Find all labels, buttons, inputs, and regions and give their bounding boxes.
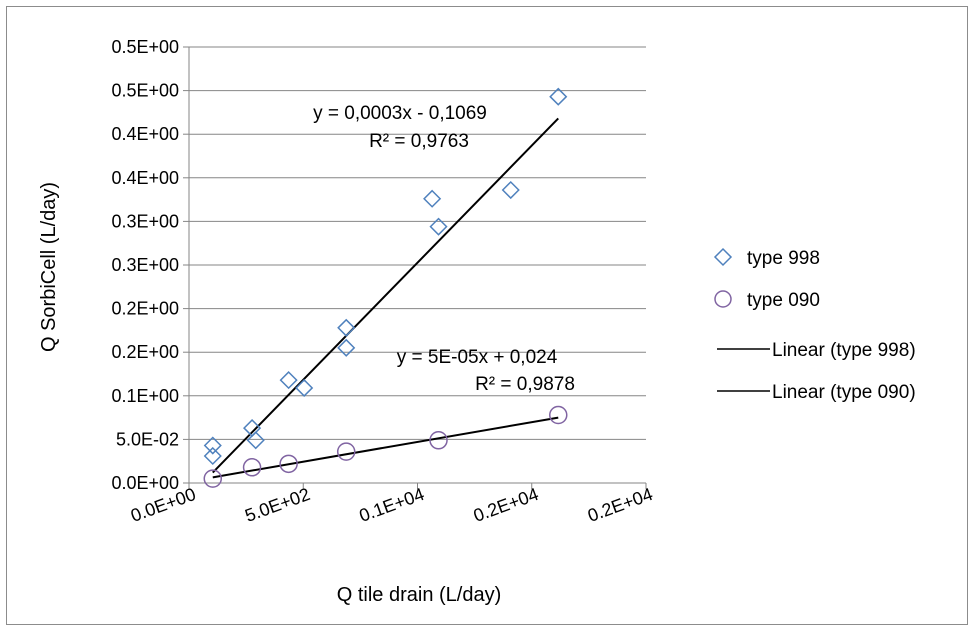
x-axis-title: Q tile drain (L/day): [337, 584, 502, 606]
data-point-type-998: [549, 87, 568, 106]
x-tick-label: 0.2E+04: [585, 484, 655, 526]
legend: type 998 type 090 Linear (type 998) Line…: [713, 247, 916, 403]
x-tick-label: 0.2E+04: [471, 484, 541, 526]
data-point-type-998: [501, 180, 520, 200]
data-point-type-998: [246, 431, 265, 450]
trendline-type-998: [212, 117, 559, 474]
data-point-type-090: [429, 431, 448, 450]
y-tick-label: 5.0E-02: [116, 429, 179, 449]
y-tick-label: 0.0E+00: [111, 473, 179, 493]
data-point-type-998: [337, 318, 356, 337]
y-tick-label: 0.3E+00: [111, 211, 179, 231]
trendline-090-r2: R² = 0,9878: [475, 374, 575, 395]
trendline-998-equation: y = 0,0003x - 0,1069: [313, 103, 487, 124]
y-axis-title: Q SorbiCell (L/day): [38, 182, 60, 352]
legend-label-type-090: type 090: [747, 290, 820, 311]
data-points: [203, 87, 568, 488]
y-tick-label: 0.2E+00: [111, 342, 179, 362]
gridlines: [189, 46, 646, 440]
data-point-type-998: [203, 436, 222, 455]
y-tick-label: 0.3E+00: [111, 255, 179, 275]
y-tick-label: 0.2E+00: [111, 299, 179, 319]
data-point-type-090: [279, 454, 298, 474]
trendline-type-090: [212, 416, 559, 479]
data-point-type-998: [429, 217, 448, 236]
y-tick-label: 0.5E+00: [111, 37, 179, 57]
data-point-type-998: [203, 446, 222, 466]
data-point-type-090: [203, 469, 223, 488]
data-point-type-998: [279, 371, 298, 390]
data-point-type-090: [549, 405, 568, 425]
x-tick-label: 5.0E+02: [242, 484, 312, 526]
legend-label-linear-090: Linear (type 090): [772, 382, 916, 403]
trendline-090-equation: y = 5E-05x + 0,024: [397, 347, 558, 368]
y-tick-label: 0.4E+00: [111, 168, 179, 188]
legend-circle-marker: [714, 290, 732, 308]
data-point-type-998: [423, 189, 442, 208]
legend-label-type-998: type 998: [747, 248, 820, 269]
legend-diamond-marker: [713, 247, 733, 267]
trendline-998-r2: R² = 0,9763: [369, 131, 469, 152]
data-point-type-090: [242, 458, 262, 477]
trendlines: [212, 117, 559, 479]
y-tick-label: 0.4E+00: [111, 124, 179, 144]
y-tick-label: 0.5E+00: [111, 81, 179, 101]
data-point-type-090: [336, 442, 356, 461]
chart-frame: 0.0E+00 5.0E-02 0.1E+00 0.2E+00 0.2E+00 0.3E+…: [6, 6, 968, 625]
data-point-type-998: [295, 378, 314, 398]
y-tick-label: 0.1E+00: [111, 386, 179, 406]
data-point-type-998: [337, 338, 356, 357]
x-tick-label: 0.1E+04: [357, 484, 427, 526]
scatter-chart: 0.0E+00 5.0E-02 0.1E+00 0.2E+00 0.2E+00 0.3E+…: [38, 37, 916, 606]
legend-label-linear-998: Linear (type 998): [772, 340, 916, 361]
